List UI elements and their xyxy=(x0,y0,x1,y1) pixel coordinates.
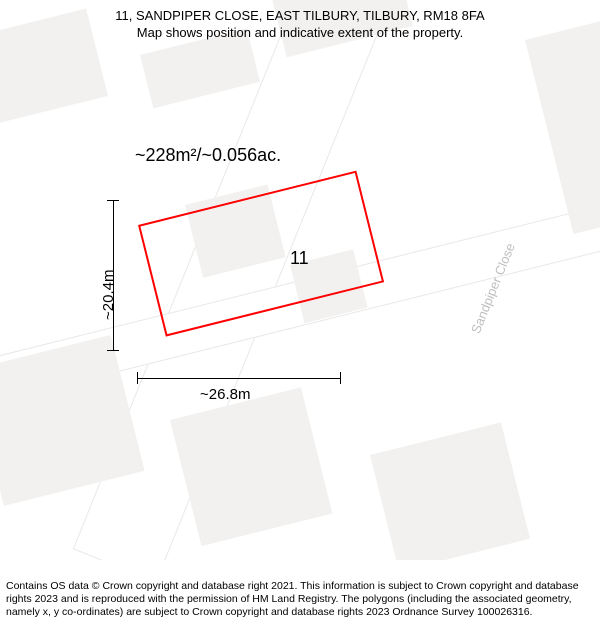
map-canvas: ~228m²/~0.056ac.11~26.8m~20.4mSandpiper … xyxy=(0,0,600,560)
dimension-tick xyxy=(137,372,138,384)
building-footprint xyxy=(140,28,260,108)
header: 11, SANDPIPER CLOSE, EAST TILBURY, TILBU… xyxy=(0,8,600,40)
building-footprint xyxy=(370,422,530,560)
height-measurement: ~20.4m xyxy=(100,270,117,320)
width-measurement: ~26.8m xyxy=(200,386,250,403)
copyright-footer: Contains OS data © Crown copyright and d… xyxy=(6,580,594,619)
dimension-tick xyxy=(107,350,119,351)
dimension-tick xyxy=(340,372,341,384)
dimension-line-width xyxy=(137,378,340,379)
dimension-tick xyxy=(107,200,119,201)
page-title: 11, SANDPIPER CLOSE, EAST TILBURY, TILBU… xyxy=(0,8,600,23)
area-measurement: ~228m²/~0.056ac. xyxy=(135,145,281,166)
plot-number: 11 xyxy=(290,248,309,269)
page-subtitle: Map shows position and indicative extent… xyxy=(0,25,600,40)
